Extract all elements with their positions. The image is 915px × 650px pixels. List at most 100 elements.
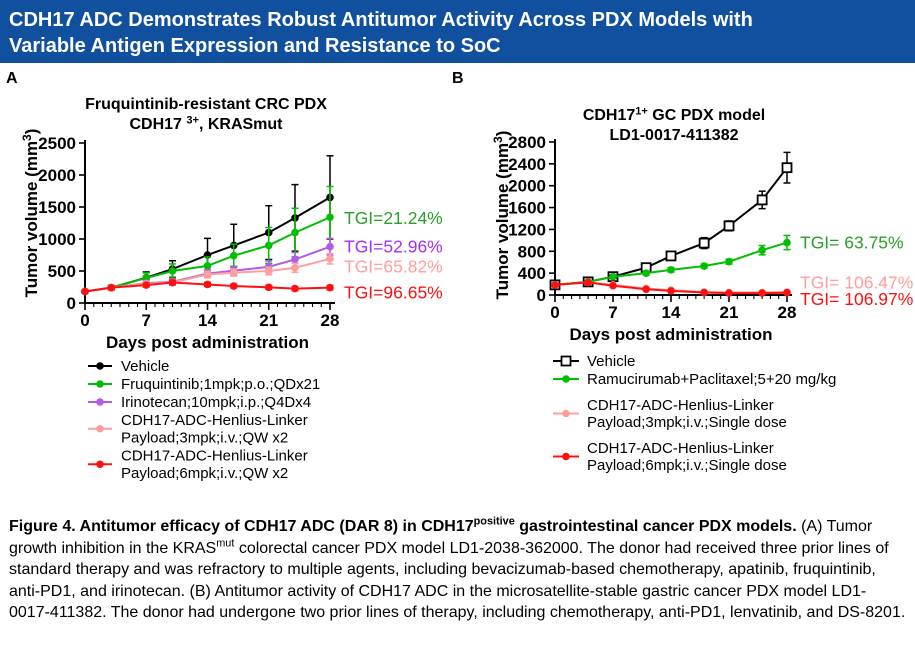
x-tick-label: 14 xyxy=(198,311,217,330)
data-point-marker xyxy=(758,246,766,254)
poster-title: CDH17 ADC Demonstrates Robust Antitumor … xyxy=(9,9,753,57)
x-tick-label: 21 xyxy=(259,311,278,330)
y-axis-label: Tumor volume (mm3) xyxy=(20,129,41,298)
x-tick-label: 21 xyxy=(720,303,739,322)
y-tick-label: 500 xyxy=(48,262,76,281)
chart-title: Fruquintinib-resistant CRC PDX xyxy=(85,96,327,113)
data-point-marker xyxy=(723,220,735,232)
data-point-marker xyxy=(229,268,238,277)
series-3 xyxy=(551,278,791,297)
y-tick-label: 2800 xyxy=(508,133,546,152)
legend-item: Vehicle xyxy=(88,358,169,375)
legend-label: Ramucirumab+Paclitaxel;5+20 mg/kg xyxy=(587,371,836,388)
legend-item: CDH17-ADC-Henlius-LinkerPayload;6mpk;i.v… xyxy=(88,448,308,482)
data-point-marker xyxy=(142,281,151,289)
legend-item: Ramucirumab+Paclitaxel;5+20 mg/kg xyxy=(553,371,836,388)
x-axis-label: Days post administration xyxy=(569,325,772,344)
data-point-marker xyxy=(291,284,299,293)
legend-label: CDH17-ADC-Henlius-Linker xyxy=(121,412,308,429)
y-tick-label: 0 xyxy=(537,286,546,305)
data-point-marker xyxy=(264,283,273,292)
y-tick-label: 2500 xyxy=(38,134,76,153)
x-tick-label: 28 xyxy=(321,311,340,330)
data-point-marker xyxy=(291,228,299,237)
legend-label: Fruquintinib;1mpk;p.o.;QDx21 xyxy=(121,376,320,393)
data-point-marker xyxy=(551,281,559,289)
data-point-marker xyxy=(291,264,299,272)
data-point-marker xyxy=(264,241,273,250)
y-tick-label: 1500 xyxy=(38,198,76,217)
caption-segment: gastrointestinal cancer PDX models. xyxy=(514,518,797,535)
data-point-marker xyxy=(264,267,273,275)
chart-title: LD1-0017-411382 xyxy=(610,127,739,144)
caption-segment: positive xyxy=(473,515,515,528)
data-point-marker xyxy=(698,237,710,249)
x-tick-label: 0 xyxy=(550,303,559,322)
data-point-marker xyxy=(700,288,708,297)
data-point-marker xyxy=(229,251,238,260)
tgi-label: TGI=52.96% xyxy=(344,237,443,257)
data-point-marker xyxy=(667,287,675,295)
data-point-marker xyxy=(326,242,334,251)
data-point-marker xyxy=(168,267,177,275)
tgi-label: TGI=96.65% xyxy=(344,282,443,302)
legend-label: Payload;6mpk;i.v.;QW x2 xyxy=(121,465,288,482)
legend-marker xyxy=(562,409,570,418)
legend: VehicleFruquintinib;1mpk;p.o.;QDx21Irino… xyxy=(88,358,320,482)
data-point-marker xyxy=(326,283,334,292)
data-point-marker xyxy=(203,262,212,270)
data-point-marker xyxy=(642,269,650,277)
x-tick-label: 14 xyxy=(662,303,681,322)
data-point-marker xyxy=(725,257,733,266)
tgi-label: TGI= 106.47% xyxy=(800,272,913,292)
legend-label: Irinotecan;10mpk;i.p.;Q4Dx4 xyxy=(121,394,311,411)
legend-marker xyxy=(96,460,104,469)
caption-segment: Figure 4. Antitumor efficacy of CDH17 AD… xyxy=(9,518,474,535)
y-tick-label: 2400 xyxy=(508,155,546,174)
legend-item: CDH17-ADC-Henlius-LinkerPayload;3mpk;i.v… xyxy=(553,397,787,431)
data-point-marker xyxy=(81,287,89,296)
caption-segment: (A) Tumor growth inhibition in the KRAS xyxy=(9,518,873,557)
legend-label: CDH17-ADC-Henlius-Linker xyxy=(587,440,774,457)
y-tick-label: 1600 xyxy=(508,199,546,218)
legend-item: CDH17-ADC-Henlius-LinkerPayload;6mpk;i.v… xyxy=(553,440,787,474)
data-point-marker xyxy=(758,289,766,297)
x-tick-label: 0 xyxy=(80,311,89,330)
tgi-label: TGI=65.82% xyxy=(344,257,443,277)
legend-marker xyxy=(96,380,104,388)
figure-area: A B Fruquintinib-resistant CRC PDX CDH17 … xyxy=(0,63,915,511)
data-point-marker xyxy=(665,250,677,262)
legend-marker xyxy=(96,362,104,370)
legend-item: Vehicle xyxy=(553,353,635,370)
x-tick-label: 7 xyxy=(142,311,151,330)
y-tick-label: 800 xyxy=(518,242,546,261)
data-point-marker xyxy=(783,288,791,297)
data-point-marker xyxy=(203,280,212,289)
tgi-label: TGI= 106.97% xyxy=(800,289,913,309)
data-point-marker xyxy=(326,213,334,222)
y-axis-label: Tumor volume (mm3) xyxy=(491,131,512,300)
y-tick-label: 1200 xyxy=(508,220,546,239)
series-4 xyxy=(81,278,334,296)
panel-label-a: A xyxy=(6,70,18,87)
chart-title: CDH171+ GC PDX model xyxy=(583,105,765,124)
chart-b: CDH171+ GC PDX model LD1-0017-411382 0 400 8… xyxy=(491,105,913,474)
data-point-marker xyxy=(203,270,212,279)
y-tick-label: 2000 xyxy=(508,177,546,196)
x-axis-label: Days post administration xyxy=(106,333,309,352)
legend-marker xyxy=(562,375,570,383)
data-point-marker xyxy=(609,272,617,281)
data-point-marker xyxy=(756,194,768,206)
legend-label: Vehicle xyxy=(587,353,635,370)
tgi-label: TGI= 63.75% xyxy=(800,233,904,253)
legend-label: CDH17-ADC-Henlius-Linker xyxy=(121,448,308,465)
axes: 0 400 800 1200 1600 2000 2400 2800 0 7 14 21 28 xyxy=(508,133,796,322)
x-tick-label: 7 xyxy=(608,303,617,322)
figure-caption: Figure 4. Antitumor efficacy of CDH17 AD… xyxy=(0,511,915,624)
data-point-marker xyxy=(584,278,592,287)
axes: 0 500 1000 1500 2000 2500 0 7 14 21 28 xyxy=(38,134,339,330)
legend-item: Fruquintinib;1mpk;p.o.;QDx21 xyxy=(88,376,320,393)
legend-item: Irinotecan;10mpk;i.p.;Q4Dx4 xyxy=(88,394,311,411)
x-tick-label: 28 xyxy=(778,303,797,322)
